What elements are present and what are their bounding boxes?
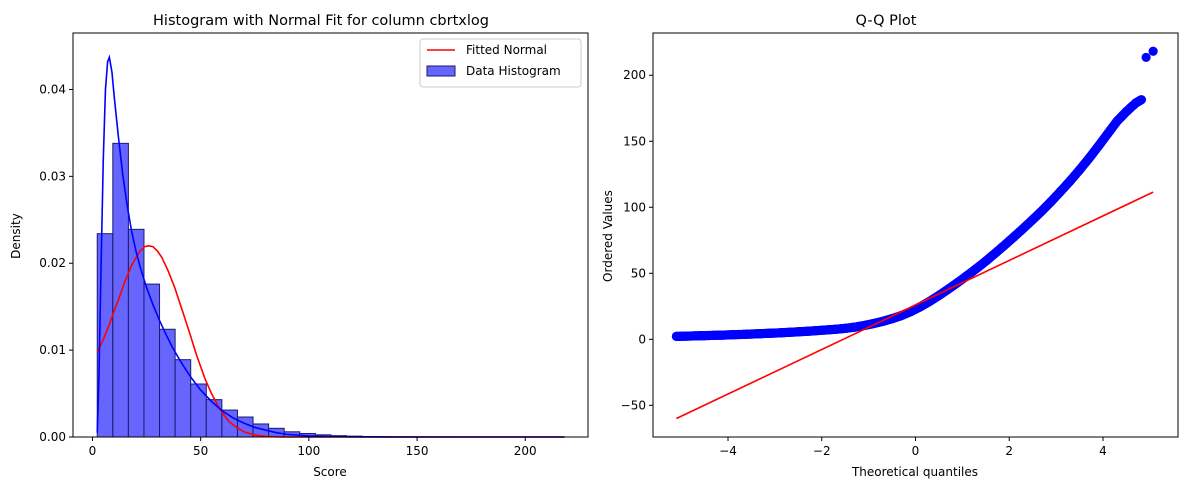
qq-point [981, 256, 991, 266]
qq-point [728, 330, 738, 340]
x-tick-label: 100 [297, 444, 320, 458]
qq-point [849, 322, 860, 332]
qq-point [999, 240, 1010, 250]
qq-point [671, 331, 682, 341]
qq-point [1103, 129, 1113, 139]
qq-point [765, 328, 775, 338]
y-tick-label: 0.00 [39, 430, 66, 444]
qq-point [840, 323, 850, 333]
qq-point [803, 326, 813, 336]
x-tick-label: −4 [719, 444, 737, 458]
histogram-bar [159, 328, 176, 438]
histogram-x-ticks: 0 50 100 150 200 [89, 437, 537, 458]
qq-panel: Q-Q Plot −4 −2 0 2 4 −50 0 50 100 150 200 Theoret… [601, 13, 1179, 479]
qq-point [681, 331, 691, 341]
histogram-bar [112, 142, 129, 438]
y-tick-label: 150 [623, 134, 646, 148]
legend-label-normal: Fitted Normal [466, 43, 547, 57]
histogram-y-ticks: 0.00 0.01 0.02 0.03 0.04 [39, 82, 73, 444]
qq-x-axis-label: Theoretical quantiles [851, 465, 978, 479]
y-tick-label: 0.03 [39, 169, 66, 183]
y-tick-label: 0.02 [39, 256, 66, 270]
qq-point [1028, 215, 1038, 225]
x-tick-label: 0 [89, 444, 97, 458]
legend-box [419, 38, 582, 88]
qq-point [1046, 196, 1057, 206]
x-tick-label: 2 [1005, 444, 1013, 458]
y-tick-label: 200 [623, 68, 646, 82]
qq-y-ticks: −50 0 50 100 150 200 [621, 68, 653, 412]
qq-point [953, 277, 963, 288]
qq-point [746, 329, 757, 339]
histogram-title: Histogram with Normal Fit for column cbr… [153, 13, 489, 29]
histogram-bar [127, 228, 145, 438]
qq-point [1084, 153, 1094, 164]
histogram-panel: Histogram with Normal Fit for column cbr… [9, 13, 589, 479]
qq-point [1056, 186, 1066, 196]
histogram-plot-area [96, 54, 565, 438]
qq-point [690, 331, 700, 341]
qq-point [1009, 232, 1019, 242]
qq-point [1037, 206, 1047, 216]
qq-point [1112, 116, 1122, 126]
qq-point [1065, 176, 1075, 186]
x-tick-label: 4 [1099, 444, 1107, 458]
qq-point [906, 306, 916, 317]
qq-point [1018, 223, 1028, 233]
kde-line [96, 54, 565, 438]
qq-point [990, 248, 1000, 258]
qq-title: Q-Q Plot [856, 13, 917, 29]
qq-point [1136, 95, 1147, 105]
qq-point [709, 330, 719, 340]
x-tick-label: 200 [514, 444, 537, 458]
x-tick-label: 0 [912, 444, 920, 458]
qq-point [718, 330, 728, 340]
qq-point [962, 271, 972, 281]
histogram-y-axis-label: Density [9, 213, 23, 259]
y-tick-label: 100 [623, 200, 646, 214]
qq-point [1141, 52, 1151, 63]
qq-point [774, 328, 785, 338]
histogram-bar [190, 383, 207, 438]
y-tick-label: 0 [638, 332, 646, 346]
qq-plot-area [671, 46, 1158, 420]
qq-point [821, 325, 832, 335]
y-tick-label: 50 [631, 266, 646, 280]
histogram-bar [205, 399, 223, 438]
qq-point [1093, 141, 1103, 151]
qq-fit-line [676, 191, 1154, 420]
qq-point [1148, 46, 1158, 56]
y-tick-label: 0.04 [39, 82, 66, 96]
qq-x-ticks: −4 −2 0 2 4 [719, 437, 1107, 458]
qq-point [1074, 165, 1085, 175]
qq-point [1121, 106, 1132, 117]
qq-point [831, 324, 841, 334]
qq-point [756, 329, 766, 339]
y-tick-label: 0.01 [39, 343, 66, 357]
histogram-x-axis-label: Score [313, 465, 347, 479]
legend-histogram-swatch [426, 65, 456, 77]
y-tick-label: −50 [621, 398, 646, 412]
qq-y-axis-label: Ordered Values [601, 190, 615, 282]
qq-point [793, 327, 803, 337]
qq-point [699, 331, 710, 341]
qq-point [784, 327, 794, 337]
histogram-bar [143, 283, 161, 438]
x-tick-label: 50 [193, 444, 208, 458]
histogram-bar [174, 359, 192, 438]
histogram-legend: Fitted Normal Data Histogram [419, 38, 582, 88]
legend-label-histogram: Data Histogram [466, 64, 561, 78]
qq-point [971, 263, 982, 274]
x-tick-label: 150 [406, 444, 429, 458]
x-tick-label: −2 [813, 444, 831, 458]
histogram-axes-frame [72, 32, 589, 438]
qq-point [737, 329, 747, 340]
qq-point [812, 325, 822, 336]
